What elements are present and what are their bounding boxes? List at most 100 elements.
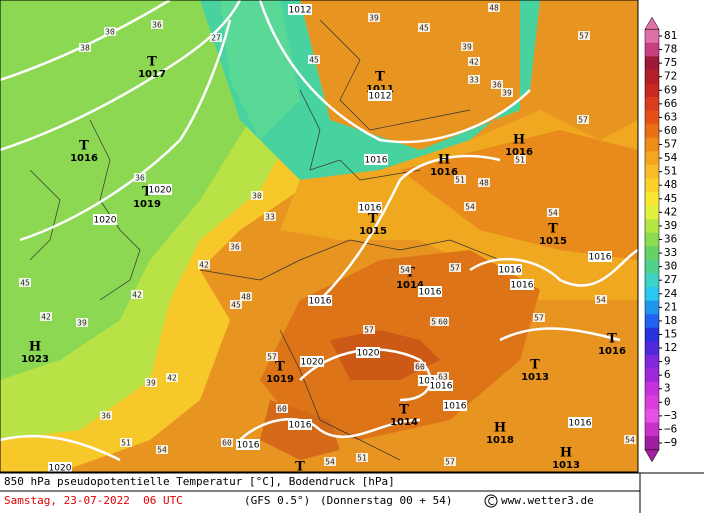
contour-label: 57 <box>267 353 277 362</box>
contour-label-bg <box>131 290 143 299</box>
contour-label-bg <box>468 75 480 84</box>
isobar-label: 1012 <box>289 6 312 16</box>
colorbar-label: 24 <box>664 287 678 300</box>
contour-label: 45 <box>309 56 319 65</box>
isobar-label: 1012 <box>369 92 392 102</box>
pressure-center-symbol: T <box>147 55 157 70</box>
colorbar-segment <box>645 259 659 274</box>
pressure-center-value: 1013 <box>521 372 549 383</box>
isobar-label: 1016 <box>499 266 522 276</box>
contour-label: 39 <box>369 14 379 23</box>
contour-label: 33 <box>469 76 479 85</box>
colorbar-label: 15 <box>664 327 677 340</box>
isobars <box>0 0 638 462</box>
colorbar-label: 60 <box>664 124 677 137</box>
colorbar-segment <box>645 368 659 383</box>
contour-label: 60 <box>222 439 232 448</box>
contour-label: 54 <box>465 203 475 212</box>
colorbar-label: 0 <box>664 395 671 408</box>
pressure-center-symbol: T <box>607 332 617 347</box>
colorbar-label: 30 <box>664 260 677 273</box>
pressure-center-symbol: T <box>368 212 378 227</box>
copyright-icon <box>484 494 498 508</box>
isobar-label-bg <box>236 439 260 450</box>
colorbar-label: 66 <box>664 97 677 110</box>
contour-label-bg <box>221 438 233 447</box>
contour-label: 42 <box>132 291 142 300</box>
contour-label: 54 <box>548 209 558 218</box>
isobar-label-bg <box>148 184 172 195</box>
contour-label-bg <box>501 88 513 97</box>
colorbar-label: 51 <box>664 165 677 178</box>
footer-title: 850 hPa pseudopotentielle Temperatur [°C… <box>4 475 395 488</box>
colorbar-segment <box>645 124 659 139</box>
contour-label-bg <box>577 115 589 124</box>
contour-label-bg <box>145 378 157 387</box>
isobar-label-bg <box>568 417 592 428</box>
footer-model: (GFS 0.5°) <box>244 494 310 507</box>
contour-label: 36 <box>135 174 145 183</box>
colorbar-bottom-arrow <box>644 449 660 463</box>
contour-label: 36 <box>152 21 162 30</box>
contour-label-bg <box>120 438 132 447</box>
contour-label: 54 <box>596 296 606 305</box>
colorbar-label: 48 <box>664 178 677 191</box>
pressure-center-value: 1018 <box>486 435 514 446</box>
contour-label: 57 <box>534 314 544 323</box>
contour-label-bg <box>399 265 411 274</box>
colorbar-label: 81 <box>664 29 677 42</box>
isobar-label: 1020 <box>149 186 172 196</box>
contour-label: 36 <box>492 81 502 90</box>
contour-label: 57 <box>445 458 455 467</box>
isobar-label: 1016 <box>444 402 467 412</box>
contour-label-bg <box>418 23 430 32</box>
contour-label-bg <box>430 317 442 326</box>
footer-run: (Donnerstag 00 + 54) <box>320 494 452 507</box>
contour-label: 51 <box>515 156 525 165</box>
colorbar-segment <box>645 178 659 193</box>
pressure-center-symbol: T <box>399 403 409 418</box>
contour-label: 51 <box>121 439 131 448</box>
colorbar-segment <box>645 286 659 302</box>
contour-label: 27 <box>211 34 221 43</box>
colorbar-label: 45 <box>664 192 677 205</box>
isobar-label-bg <box>364 154 388 165</box>
isobar-label: 1016 <box>589 253 612 263</box>
isobar-label: 1016 <box>569 419 592 429</box>
copyright-icon-c <box>488 497 495 505</box>
pressure-center-value: 1016 <box>598 346 626 357</box>
pressure-center-value: 1016 <box>430 167 458 178</box>
colorbar-segment <box>645 341 659 356</box>
contour-label: 39 <box>77 319 87 328</box>
pressure-center-symbol: T <box>79 139 89 154</box>
contour-label-bg <box>40 312 52 321</box>
pressure-center-value: 1023 <box>21 354 49 365</box>
colorbar-label: 36 <box>664 233 677 246</box>
pressure-center-value: 1019 <box>266 374 294 385</box>
map-frame <box>0 0 639 473</box>
pressure-center-symbol: H <box>513 133 525 148</box>
colorbar-segment <box>645 164 659 179</box>
contour-label: 48 <box>489 4 499 13</box>
coastlines <box>29 19 501 461</box>
colorbar-label: 78 <box>664 43 677 56</box>
contour-label-bg <box>151 20 163 29</box>
colorbar-label: 63 <box>664 110 677 123</box>
isobar-label-bg <box>418 286 442 297</box>
colorbar-segment <box>645 219 659 234</box>
colorbar-segment <box>645 422 659 437</box>
colorbar-frame <box>644 28 660 451</box>
contour-label: 30 <box>252 192 262 201</box>
contour-label: 54 <box>325 458 335 467</box>
colorbar-label: 18 <box>664 314 677 327</box>
footer-credit: www.wetter3.de <box>501 494 594 507</box>
contour-label-bg <box>478 178 490 187</box>
colorbar-segment <box>645 232 659 247</box>
pressure-center-symbol: H <box>494 421 506 436</box>
isobar-label: 1016 <box>365 156 388 166</box>
colorbar-label: 27 <box>664 273 677 286</box>
pressure-center-value: 1017 <box>138 69 166 80</box>
isobar-label-bg <box>443 400 467 411</box>
contour-label: 54 <box>157 446 167 455</box>
